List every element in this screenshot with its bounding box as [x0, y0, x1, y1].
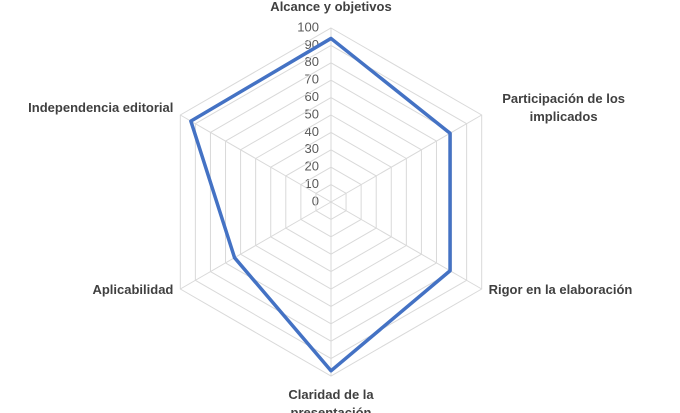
category-label: Participación de los implicados: [502, 91, 626, 124]
spoke: [330, 114, 482, 203]
r-tick-label: 30: [305, 141, 319, 156]
category-label: Claridad de la presentación: [288, 387, 374, 413]
r-tick-label: 0: [312, 193, 319, 208]
spoke: [180, 201, 332, 290]
spoke: [330, 201, 482, 290]
category-label: Rigor en la elaboración: [488, 282, 633, 297]
spoke: [180, 114, 332, 203]
category-label: Alcance y objetivos: [270, 0, 392, 14]
r-tick-label: 50: [305, 106, 319, 121]
r-tick-label: 40: [305, 124, 319, 139]
r-tick-label: 80: [305, 54, 319, 69]
r-tick-label: 60: [305, 89, 319, 104]
category-label: Independencia editorial: [28, 100, 174, 115]
r-tick-label: 100: [297, 19, 319, 34]
category-label: Aplicabilidad: [92, 282, 174, 297]
data-line: [189, 36, 452, 373]
r-tick-label: 20: [305, 159, 319, 174]
r-tick-label: 10: [305, 176, 319, 191]
r-tick-label: 70: [305, 72, 319, 87]
